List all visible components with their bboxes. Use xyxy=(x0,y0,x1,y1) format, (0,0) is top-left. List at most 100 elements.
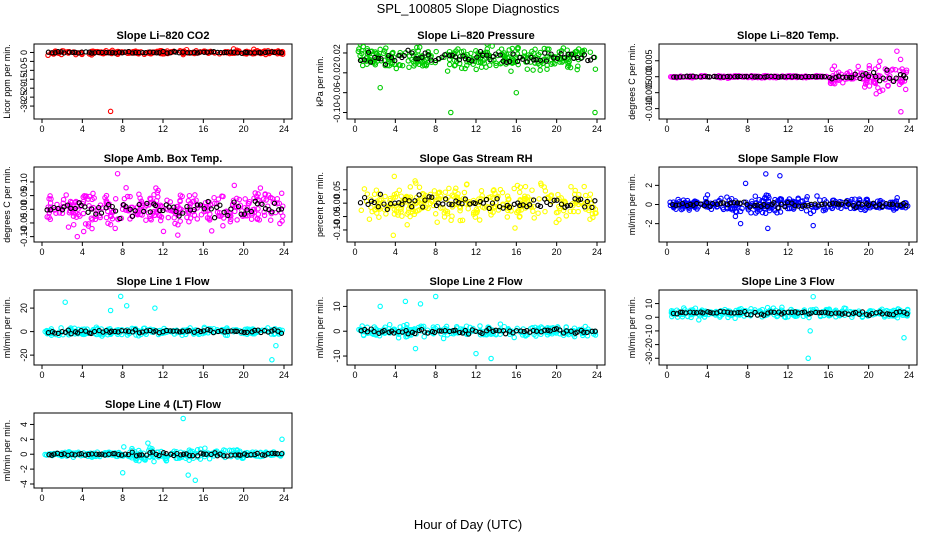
y-tick-label: -10 xyxy=(644,324,654,337)
data-point xyxy=(458,65,465,71)
data-point xyxy=(518,207,525,213)
reference-point xyxy=(197,202,204,208)
y-tick-label: 0.10 xyxy=(19,173,29,191)
reference-point xyxy=(510,51,516,57)
reference-point xyxy=(554,197,560,203)
x-tick-label: 0 xyxy=(39,247,44,257)
reference-point xyxy=(582,204,588,210)
data-point xyxy=(464,181,470,187)
data-point xyxy=(80,210,87,217)
reference-point xyxy=(567,202,574,208)
reference-point xyxy=(119,50,125,56)
reference-point xyxy=(865,73,872,79)
reference-point xyxy=(177,329,183,335)
data-point xyxy=(255,191,261,197)
data-point xyxy=(251,195,257,202)
data-point xyxy=(759,209,766,216)
data-point xyxy=(779,304,785,311)
reference-point xyxy=(371,199,377,206)
reference-point xyxy=(156,452,162,459)
reference-point xyxy=(238,211,244,217)
reference-point xyxy=(551,197,557,203)
data-point xyxy=(421,333,427,340)
x-tick-label: 4 xyxy=(393,247,398,257)
data-point xyxy=(575,63,581,69)
panel-title: Slope Li–820 CO2 xyxy=(117,30,210,42)
reference-point xyxy=(792,203,798,209)
reference-point xyxy=(727,74,733,80)
reference-point xyxy=(489,200,496,206)
reference-point xyxy=(278,50,285,56)
x-tick-label: 0 xyxy=(39,493,44,503)
reference-point xyxy=(711,73,717,80)
data-point xyxy=(535,210,541,216)
data-point xyxy=(249,212,255,218)
y-tick-label: -15 xyxy=(19,73,29,86)
data-point xyxy=(358,207,365,214)
data-point xyxy=(177,197,183,204)
reference-point xyxy=(171,204,177,210)
x-tick-label: 20 xyxy=(864,370,874,380)
data-point xyxy=(501,323,508,330)
reference-point xyxy=(117,215,123,222)
reference-point xyxy=(72,205,78,212)
reference-point xyxy=(535,202,541,208)
data-point xyxy=(112,225,118,232)
reference-point xyxy=(123,203,129,210)
y-tick-label: -0.05 xyxy=(19,213,29,234)
outlier-point xyxy=(119,470,126,476)
reference-point xyxy=(558,51,564,57)
reference-point xyxy=(384,206,390,213)
reference-point xyxy=(557,327,563,333)
data-point xyxy=(538,180,544,187)
reference-point xyxy=(194,202,200,208)
reference-point xyxy=(822,201,828,207)
reference-point xyxy=(269,49,275,55)
data-point xyxy=(902,86,909,93)
reference-point xyxy=(484,52,490,58)
reference-point xyxy=(153,50,160,56)
data-point xyxy=(483,64,489,70)
data-point xyxy=(398,206,404,212)
data-point xyxy=(894,314,901,321)
reference-point xyxy=(412,330,418,337)
data-point xyxy=(432,211,439,217)
x-tick-label: 4 xyxy=(705,370,710,380)
data-point xyxy=(218,213,224,219)
reference-point xyxy=(691,309,697,316)
data-point xyxy=(847,205,854,212)
data-point xyxy=(841,305,847,311)
reference-point xyxy=(109,49,116,56)
data-point xyxy=(449,204,456,210)
reference-point xyxy=(232,328,238,334)
data-point xyxy=(555,191,561,198)
data-point xyxy=(155,187,161,194)
reference-point xyxy=(472,200,478,207)
x-tick-label: 8 xyxy=(433,247,438,257)
data-point xyxy=(155,194,161,200)
reference-point xyxy=(456,57,463,63)
reference-point xyxy=(547,328,553,334)
chart-panel-5: Slope Gas Stream RH0 4 8 12 16 20 240.050.00-0… xyxy=(315,153,606,257)
reference-point xyxy=(381,201,387,207)
x-tick-label: 12 xyxy=(158,124,168,134)
reference-point xyxy=(543,58,550,64)
data-point xyxy=(380,50,387,57)
data-point xyxy=(462,53,469,60)
data-point xyxy=(103,214,110,221)
data-point xyxy=(498,46,505,52)
data-point xyxy=(366,216,373,222)
data-point xyxy=(440,335,447,342)
data-point xyxy=(404,222,410,228)
data-point xyxy=(504,193,511,199)
reference-point xyxy=(587,57,594,63)
data-point xyxy=(416,184,423,191)
data-point xyxy=(431,188,438,194)
reference-point xyxy=(93,211,99,217)
x-tick-label: 4 xyxy=(80,247,85,257)
data-point xyxy=(234,217,240,223)
data-point xyxy=(399,213,405,219)
data-point xyxy=(497,321,504,327)
reference-point xyxy=(542,327,548,333)
